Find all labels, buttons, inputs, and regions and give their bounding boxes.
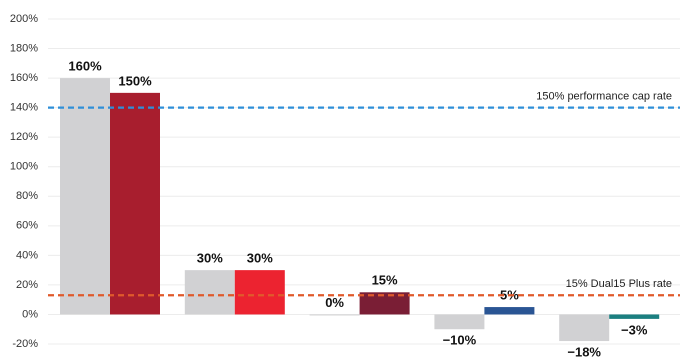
bar <box>359 292 410 315</box>
reference-label: 150% performance cap rate <box>536 91 672 103</box>
bar <box>60 78 110 315</box>
bar <box>434 314 485 330</box>
value-label: 0% <box>325 295 344 310</box>
y-tick-label: 180% <box>10 42 38 54</box>
y-tick-label: 200% <box>10 13 38 25</box>
value-label: 150% <box>118 73 152 88</box>
value-label: −18% <box>567 344 601 359</box>
bar <box>484 307 535 315</box>
y-tick-label: 0% <box>22 308 38 320</box>
y-tick-label: 40% <box>16 249 38 261</box>
y-tick-label: -20% <box>12 338 38 350</box>
y-tick-label: 20% <box>16 279 38 291</box>
y-tick-label: 60% <box>16 220 38 232</box>
y-tick-label: 120% <box>10 131 38 143</box>
reference-label: 15% Dual15 Plus rate <box>566 278 672 290</box>
bar <box>559 314 610 342</box>
y-tick-label: 80% <box>16 190 38 202</box>
bar <box>234 270 285 315</box>
value-label: 30% <box>197 251 223 266</box>
bar <box>184 270 235 315</box>
value-label: −10% <box>443 333 477 348</box>
bar <box>609 314 660 319</box>
value-label: 160% <box>68 59 102 74</box>
value-label: 30% <box>247 251 273 266</box>
y-tick-label: 100% <box>10 161 38 173</box>
bar <box>110 92 160 315</box>
value-label: 15% <box>372 273 398 288</box>
y-tick-label: 160% <box>10 72 38 84</box>
y-tick-label: 140% <box>10 102 38 114</box>
bar <box>309 314 360 316</box>
value-label: −3% <box>621 322 648 337</box>
